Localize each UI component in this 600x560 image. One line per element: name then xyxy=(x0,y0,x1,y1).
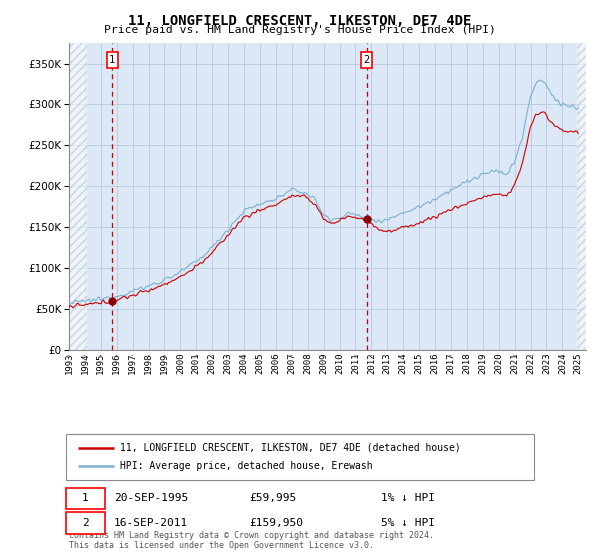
Text: 2022: 2022 xyxy=(526,353,535,374)
Text: 2: 2 xyxy=(82,518,89,528)
Text: 2009: 2009 xyxy=(319,353,328,374)
Text: 2023: 2023 xyxy=(542,353,551,374)
Text: 1: 1 xyxy=(82,493,89,503)
Text: 2011: 2011 xyxy=(351,353,360,374)
Text: 2010: 2010 xyxy=(335,353,344,374)
Text: 2002: 2002 xyxy=(208,353,217,374)
Text: 2005: 2005 xyxy=(256,353,265,374)
Text: 2004: 2004 xyxy=(239,353,248,374)
Text: 1999: 1999 xyxy=(160,353,169,374)
Text: 2018: 2018 xyxy=(463,353,472,374)
Text: 2024: 2024 xyxy=(558,353,567,374)
Text: 2025: 2025 xyxy=(574,353,583,374)
Text: 20-SEP-1995: 20-SEP-1995 xyxy=(114,493,188,503)
Text: 2003: 2003 xyxy=(224,353,233,374)
Text: 1996: 1996 xyxy=(112,353,121,374)
Text: 2007: 2007 xyxy=(287,353,296,374)
Text: 2019: 2019 xyxy=(478,353,487,374)
Text: 1998: 1998 xyxy=(144,353,153,374)
Text: 2000: 2000 xyxy=(176,353,185,374)
Text: 1: 1 xyxy=(109,55,115,65)
Text: 11, LONGFIELD CRESCENT, ILKESTON, DE7 4DE: 11, LONGFIELD CRESCENT, ILKESTON, DE7 4D… xyxy=(128,14,472,28)
Text: 2014: 2014 xyxy=(398,353,407,374)
Text: 1% ↓ HPI: 1% ↓ HPI xyxy=(381,493,435,503)
Text: Price paid vs. HM Land Registry's House Price Index (HPI): Price paid vs. HM Land Registry's House … xyxy=(104,25,496,35)
Text: £159,950: £159,950 xyxy=(249,518,303,528)
Text: 11, LONGFIELD CRESCENT, ILKESTON, DE7 4DE (detached house): 11, LONGFIELD CRESCENT, ILKESTON, DE7 4D… xyxy=(120,443,461,452)
Text: 2: 2 xyxy=(364,55,370,65)
Text: 1995: 1995 xyxy=(97,353,106,374)
Text: 2021: 2021 xyxy=(510,353,519,374)
Text: 1994: 1994 xyxy=(80,353,89,374)
Text: 2015: 2015 xyxy=(415,353,424,374)
Bar xyxy=(577,43,586,350)
Text: 2006: 2006 xyxy=(271,353,280,374)
Text: 5% ↓ HPI: 5% ↓ HPI xyxy=(381,518,435,528)
Text: 2017: 2017 xyxy=(446,353,455,374)
Text: 1997: 1997 xyxy=(128,353,137,374)
Text: 1993: 1993 xyxy=(65,353,74,374)
Text: 2020: 2020 xyxy=(494,353,503,374)
Text: HPI: Average price, detached house, Erewash: HPI: Average price, detached house, Erew… xyxy=(120,461,373,471)
Text: 2012: 2012 xyxy=(367,353,376,374)
Bar xyxy=(69,43,86,350)
Text: £59,995: £59,995 xyxy=(249,493,296,503)
Text: 2001: 2001 xyxy=(192,353,201,374)
Text: Contains HM Land Registry data © Crown copyright and database right 2024.
This d: Contains HM Land Registry data © Crown c… xyxy=(69,530,434,550)
Text: 16-SEP-2011: 16-SEP-2011 xyxy=(114,518,188,528)
Text: 2016: 2016 xyxy=(431,353,440,374)
Text: 2013: 2013 xyxy=(383,353,392,374)
Text: 2008: 2008 xyxy=(303,353,312,374)
